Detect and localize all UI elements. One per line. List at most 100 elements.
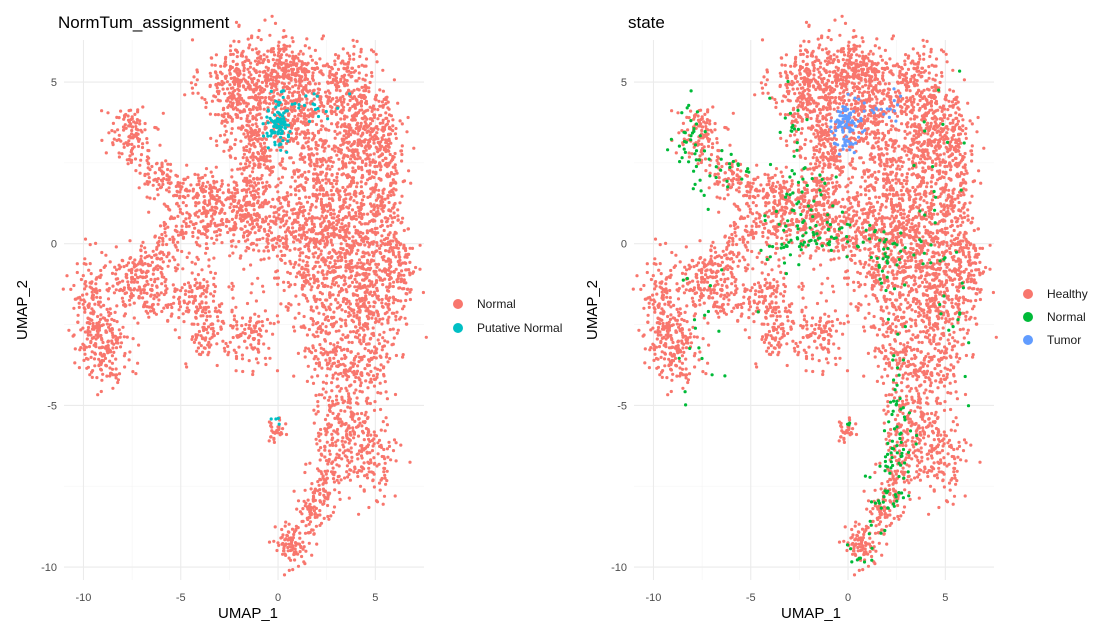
- data-point: [287, 285, 291, 289]
- data-point: [99, 368, 103, 372]
- data-point: [209, 222, 213, 226]
- data-point: [111, 284, 115, 288]
- data-point: [86, 325, 91, 330]
- data-point: [301, 273, 305, 277]
- data-point: [159, 178, 163, 182]
- data-point: [357, 65, 361, 69]
- data-point: [336, 214, 341, 218]
- data-point: [365, 372, 370, 376]
- data-point: [343, 84, 347, 88]
- data-point: [220, 83, 224, 87]
- data-point: [265, 180, 269, 184]
- data-point: [406, 115, 410, 120]
- data-point: [299, 251, 303, 255]
- data-point: [282, 280, 286, 284]
- data-point: [240, 316, 245, 320]
- data-point: [335, 179, 339, 183]
- data-point: [369, 312, 373, 316]
- data-point: [309, 54, 313, 59]
- data-point: [190, 271, 194, 275]
- data-point: [98, 296, 102, 300]
- data-point: [113, 265, 117, 269]
- data-point: [356, 336, 360, 340]
- data-point: [239, 162, 243, 166]
- data-point: [360, 168, 364, 172]
- data-point: [311, 153, 316, 157]
- grid-lines: [64, 40, 424, 580]
- data-point: [335, 96, 339, 100]
- data-point: [157, 183, 161, 187]
- data-point: [357, 88, 361, 92]
- data-point: [220, 179, 224, 183]
- data-point: [307, 46, 311, 50]
- data-point: [386, 236, 390, 240]
- data-point: [108, 307, 112, 311]
- data-point: [330, 265, 334, 269]
- data-point: [391, 327, 395, 331]
- data-point: [241, 331, 245, 335]
- data-point: [318, 70, 322, 74]
- data-point: [338, 205, 342, 209]
- data-point: [377, 188, 381, 192]
- data-point: [355, 273, 359, 277]
- data-point: [210, 236, 214, 240]
- data-point: [252, 105, 256, 109]
- data-point: [126, 118, 131, 122]
- data-point: [250, 138, 254, 142]
- data-point: [198, 281, 202, 285]
- data-point: [185, 163, 189, 167]
- data-point: [115, 138, 119, 142]
- data-point: [307, 153, 311, 157]
- data-point: [259, 258, 263, 262]
- data-point: [100, 378, 104, 382]
- data-point: [182, 299, 186, 303]
- data-point: [303, 221, 307, 225]
- data-point: [276, 320, 280, 324]
- data-point: [184, 289, 188, 293]
- data-point: [79, 298, 83, 302]
- data-point: [225, 120, 229, 124]
- data-point: [265, 159, 269, 163]
- data-point: [275, 58, 279, 62]
- data-point: [127, 109, 131, 113]
- data-point: [333, 62, 337, 67]
- data-point: [264, 84, 268, 88]
- data-point: [110, 361, 114, 365]
- data-point: [375, 131, 379, 135]
- data-point: [190, 322, 194, 326]
- data-point: [259, 334, 263, 338]
- data-point: [324, 203, 328, 207]
- data-point: [155, 247, 159, 251]
- data-point: [314, 349, 318, 353]
- data-point: [357, 306, 361, 310]
- data-point: [312, 184, 316, 188]
- data-point: [362, 301, 366, 305]
- data-point: [344, 67, 348, 71]
- data-point: [371, 326, 375, 330]
- data-point: [333, 59, 337, 63]
- data-point: [319, 238, 323, 242]
- data-point: [317, 284, 321, 288]
- data-point: [331, 185, 335, 189]
- data-point: [102, 316, 107, 320]
- data-point: [147, 180, 151, 184]
- data-point: [117, 151, 121, 155]
- data-point: [271, 101, 275, 105]
- data-point: [408, 297, 412, 302]
- data-point: [122, 128, 126, 132]
- data-point: [326, 264, 331, 268]
- data-point: [229, 131, 233, 135]
- data-point: [367, 172, 371, 176]
- data-point: [187, 300, 191, 304]
- data-point: [345, 347, 350, 351]
- data-point: [173, 258, 177, 262]
- data-point: [392, 78, 396, 82]
- data-point: [372, 115, 376, 120]
- data-point: [241, 61, 245, 65]
- data-point: [349, 144, 353, 148]
- data-point: [363, 251, 367, 255]
- data-point: [163, 230, 167, 235]
- data-point: [83, 257, 87, 261]
- data-point: [256, 79, 261, 83]
- data-point: [162, 306, 166, 310]
